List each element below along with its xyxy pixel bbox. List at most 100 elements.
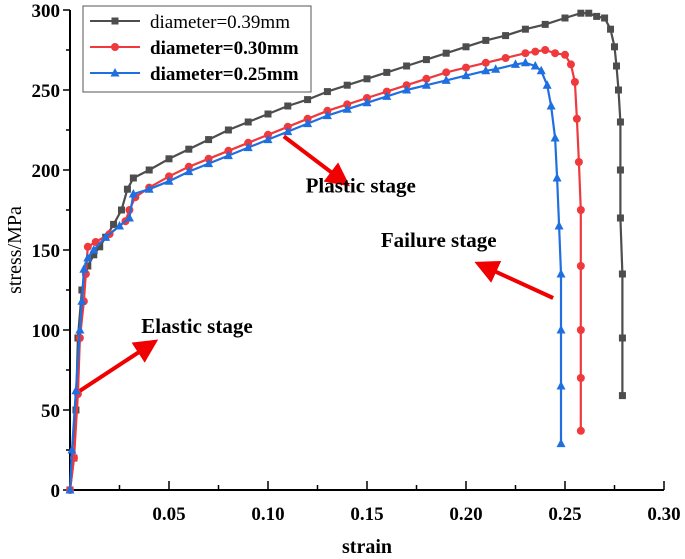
y-tick-label: 100 [32,321,61,342]
x-tick-label: 0.20 [449,504,482,525]
data-point-marker [243,142,253,152]
data-point-marker [462,43,470,51]
plastic-stage-arrow-icon [282,134,351,187]
data-point-marker [521,25,529,33]
data-point-marker [550,133,560,142]
data-point-marker [576,326,585,334]
data-point-marker [611,43,618,51]
data-point-marker [612,62,620,70]
data-point-marker [577,9,585,17]
data-point-marker [402,85,412,94]
data-point-marker [403,62,411,70]
data-point-marker [481,58,490,67]
annotations-layer: Elastic stage Plastic stage Failure stage [78,134,554,393]
data-point-marker [362,97,372,107]
y-tick-label: 0 [51,481,61,502]
data-point-marker [185,145,193,153]
y-tick-label: 300 [32,1,61,22]
data-point-marker [223,150,233,160]
data-point-marker [585,9,593,17]
data-point-marker [363,75,371,83]
data-point-marker [342,104,352,113]
data-point-marker [264,110,272,118]
data-point-marker [501,54,510,62]
legend-item-label: diameter=0.39mm [150,12,290,33]
data-point-marker [284,102,292,110]
data-point-marker [343,81,351,89]
data-point-marker [204,158,214,168]
data-point-marker [91,238,100,246]
y-axis-title: stress/MPa [4,206,26,294]
data-point-marker [263,134,273,144]
data-point-marker [83,242,92,251]
data-point-marker [124,213,134,222]
data-point-marker [570,78,579,86]
axes: 0 50 100 150 200 250 300 0.05 0.10 0.15 0.20 0.25 0.… [32,1,681,525]
data-point-marker [117,206,125,214]
y-tick-label: 250 [32,81,61,102]
data-point-marker [576,426,585,435]
x-tick-label: 0.05 [152,504,185,525]
x-axis-title: strain [342,536,392,558]
data-point-marker [84,262,92,270]
data-point-marker [164,176,174,185]
data-point-marker [145,166,153,174]
data-point-marker [422,56,430,64]
data-point-marker [572,114,581,123]
data-point-marker [616,214,624,222]
data-point-marker [520,57,530,67]
series-diameter-0-30mm [66,46,585,494]
legend-marker-icon [110,68,120,77]
data-point-marker [556,269,566,278]
data-point-marker [593,12,601,20]
data-point-marker [165,155,173,163]
data-point-marker [542,80,552,89]
data-point-marker [481,65,491,75]
data-point-marker [556,438,566,448]
data-point-marker [441,75,451,84]
data-point-marker [224,126,232,134]
data-point-marker [83,253,93,262]
legend-marker-icon [111,43,119,51]
x-tick-label: 0.30 [647,504,680,525]
data-point-marker [530,61,540,70]
data-point-marker [421,80,431,89]
data-point-marker [556,381,566,390]
failure-stage-label: Failure stage [381,228,497,252]
data-point-marker [618,334,626,342]
data-point-marker [77,296,87,305]
data-point-marker [576,206,585,214]
data-point-marker [551,49,560,58]
data-point-marker [576,374,585,382]
data-point-marker [303,118,313,128]
data-point-marker [123,185,131,193]
elastic-stage-arrow-icon [78,339,159,393]
data-point-marker [502,32,510,40]
data-point-marker [531,47,540,56]
data-point-marker [304,96,312,104]
data-point-marker [541,20,549,28]
data-point-marker [205,136,213,144]
data-point-marker [115,221,124,230]
data-point-marker [574,158,583,166]
elastic-stage-label: Elastic stage [141,314,252,338]
y-tick-label: 200 [32,161,61,182]
data-point-marker [462,63,470,72]
legend: diameter=0.39mm diameter=0.30mm diameter=0… [82,5,312,93]
data-point-marker [422,74,431,83]
legend-item-label: diameter=0.25mm [150,64,299,85]
data-point-marker [184,166,194,176]
data-point-marker [618,270,626,278]
y-tick-label: 50 [41,401,60,422]
data-point-marker [79,264,89,273]
data-point-marker [96,243,104,251]
data-point-marker [541,46,550,54]
data-point-marker [75,325,85,334]
series-layer [65,9,626,494]
data-point-marker [90,251,98,259]
data-point-marker [511,59,520,68]
data-point-marker [383,68,391,76]
data-point-marker [618,392,626,400]
data-point-marker [491,64,501,73]
data-point-marker [129,174,137,182]
